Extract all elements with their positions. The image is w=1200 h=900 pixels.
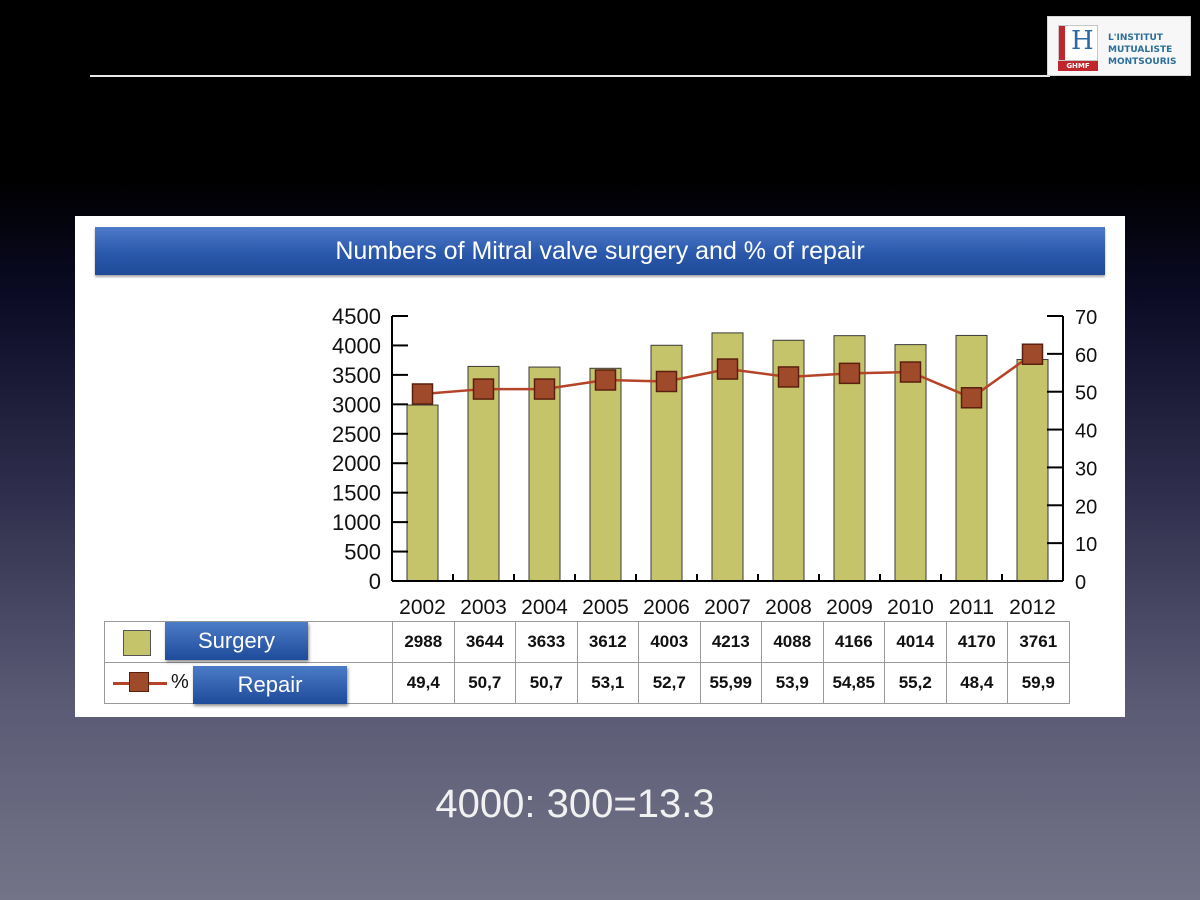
right-tick-label: 30 (1075, 458, 1097, 480)
repair-value: 53,1 (576, 662, 639, 704)
left-tick-label: 4000 (332, 333, 381, 358)
repair-percent-symbol: % (171, 671, 189, 693)
logo-letter: H (1071, 26, 1094, 56)
repair-marker (472, 378, 495, 400)
bottom-note: 4000: 300=13.3 (435, 782, 715, 826)
left-tick-label: 4500 (332, 304, 381, 329)
surgery-value: 4213 (699, 621, 762, 663)
logo-mark: H (1058, 25, 1098, 61)
repair-value: 55,99 (699, 662, 762, 704)
surgery-value: 3612 (576, 621, 639, 663)
repair-marker (960, 387, 983, 409)
repair-value: 50,7 (453, 662, 516, 704)
surgery-value: 3633 (515, 621, 578, 663)
x-tick-label: 2002 (399, 596, 446, 619)
repair-marker (533, 378, 556, 400)
logo-strip-text: GHMF (1058, 61, 1098, 71)
repair-legend-marker (129, 672, 149, 692)
repair-marker (777, 366, 800, 388)
x-tick-label: 2006 (643, 596, 690, 619)
surgery-value: 4003 (638, 621, 701, 663)
repair-marker (1021, 343, 1044, 365)
left-tick-label: 2500 (332, 422, 381, 447)
logo-line-3: MONTSOURIS (1108, 57, 1177, 67)
left-tick-label: 500 (344, 540, 381, 565)
right-tick-label: 0 (1075, 572, 1086, 594)
table-row-surgery: Surgery 2988 3644 3633 3612 4003 4213 40… (104, 621, 1070, 663)
logo-line-2: MUTUALISTE (1108, 45, 1173, 55)
surgery-value: 2988 (392, 621, 455, 663)
left-tick-label: 0 (369, 569, 381, 594)
repair-label: Repair (193, 666, 347, 704)
repair-marker (411, 383, 434, 405)
repair-value: 54,85 (822, 662, 885, 704)
repair-marker (655, 370, 678, 393)
right-tick-label: 50 (1075, 383, 1097, 405)
x-tick-label: 2012 (1009, 596, 1056, 619)
repair-value: 49,4 (392, 662, 455, 704)
surgery-bar (589, 367, 622, 582)
surgery-value: 4170 (945, 621, 1008, 663)
repair-marker (716, 358, 739, 380)
logo-text: L'INSTITUT MUTUALISTE MONTSOURIS (1108, 32, 1176, 68)
repair-marker (838, 362, 861, 385)
x-tick-label: 2005 (582, 596, 629, 619)
title-rule (90, 75, 1050, 77)
right-tick-label: 10 (1075, 534, 1097, 556)
surgery-bar (894, 344, 927, 582)
right-tick-label: 40 (1075, 421, 1097, 443)
repair-marker (594, 369, 617, 391)
left-tick-label: 3500 (332, 363, 381, 388)
surgery-value: 3761 (1007, 621, 1070, 663)
surgery-bar (955, 334, 988, 582)
left-tick-label: 1500 (332, 481, 381, 506)
repair-value: 55,2 (884, 662, 947, 704)
repair-value: 48,4 (945, 662, 1008, 704)
chart-title: Numbers of Mitral valve surgery and % of… (95, 227, 1105, 275)
x-tick-label: 2004 (521, 596, 568, 619)
table-row-repair: % Repair 49,4 50,7 50,7 53,1 52,7 55,99 … (104, 662, 1070, 704)
surgery-bar (467, 365, 500, 582)
x-tick-label: 2003 (460, 596, 507, 619)
surgery-bar (406, 404, 439, 582)
left-tick-label: 1000 (332, 510, 381, 535)
repair-legend-cell: % Repair (104, 662, 393, 704)
x-tick-label: 2010 (887, 596, 934, 619)
repair-marker (899, 361, 922, 383)
surgery-value: 4014 (884, 621, 947, 663)
surgery-label: Surgery (165, 622, 308, 660)
repair-value: 52,7 (638, 662, 701, 704)
repair-value: 59,9 (1007, 662, 1070, 704)
x-tick-label: 2008 (765, 596, 812, 619)
logo-line-1: L'INSTITUT (1108, 33, 1163, 43)
right-tick-label: 70 (1075, 307, 1097, 329)
x-tick-label: 2009 (826, 596, 873, 619)
repair-value: 53,9 (761, 662, 824, 704)
left-tick-label: 2000 (332, 451, 381, 476)
institution-logo: H GHMF L'INSTITUT MUTUALISTE MONTSOURIS (1047, 16, 1191, 76)
data-table: Surgery 2988 3644 3633 3612 4003 4213 40… (104, 621, 1070, 704)
right-tick-label: 20 (1075, 496, 1097, 518)
left-tick-label: 3000 (332, 392, 381, 417)
right-tick-label: 60 (1075, 345, 1097, 367)
x-tick-label: 2007 (704, 596, 751, 619)
repair-value: 50,7 (515, 662, 578, 704)
surgery-value: 3644 (453, 621, 516, 663)
surgery-value: 4166 (822, 621, 885, 663)
x-tick-label: 2011 (949, 596, 994, 619)
surgery-swatch (123, 630, 151, 656)
surgery-value: 4088 (761, 621, 824, 663)
surgery-legend-cell: Surgery (104, 621, 393, 663)
surgery-bar (1016, 359, 1049, 582)
